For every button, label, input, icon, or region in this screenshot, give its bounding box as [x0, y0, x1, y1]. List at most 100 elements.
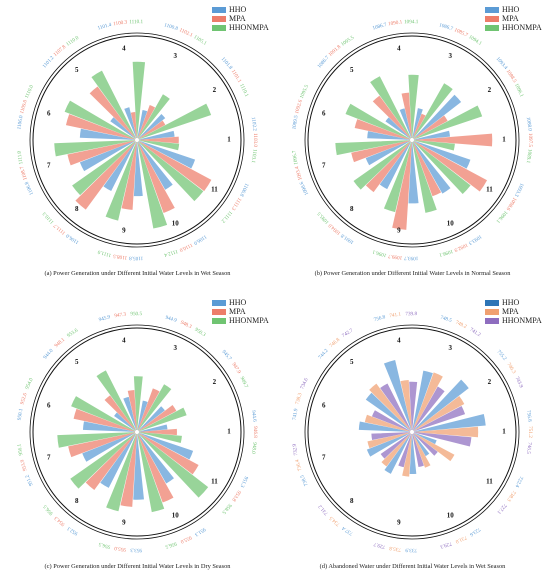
bar-mpa-cat-8: [85, 433, 136, 491]
value-label: 1090.1: [388, 19, 403, 27]
value-label: 955.0: [114, 545, 127, 553]
category-label-1: 1: [227, 136, 231, 144]
bar-hhonmpa-cat-2: [413, 405, 466, 432]
category-label-3: 3: [173, 52, 177, 60]
legend-item-hho: HHO: [485, 298, 542, 307]
outer-ring: [304, 32, 520, 248]
bar-hhonmpa-cat-6: [71, 396, 136, 432]
value-label: 741.9: [292, 408, 300, 421]
bar-hho-cat-8: [379, 141, 412, 190]
category-label-1: 1: [502, 136, 506, 144]
value-label: 1096.1: [513, 83, 525, 99]
bar-hhonmpa-cat-9: [398, 433, 412, 468]
bar-hho-cat-3: [412, 370, 433, 431]
value-label: 956.1: [17, 443, 25, 456]
value-label: 1094.1: [467, 34, 483, 47]
value-label: 945.9: [98, 314, 111, 323]
bar-hhonmpa-cat-11: [138, 141, 204, 202]
bar-mpa-cat-4: [127, 389, 137, 431]
category-label-7: 7: [47, 162, 51, 170]
bar-hhonmpa-cat-5: [96, 370, 137, 431]
bar-hhonmpa-cat-6: [345, 103, 411, 140]
bar-hho-cat-1: [413, 130, 451, 140]
bar-hho-cat-3: [137, 109, 148, 139]
category-label-5: 5: [350, 358, 354, 366]
category-label-6: 6: [322, 402, 326, 410]
value-label: 1093.4: [495, 56, 509, 71]
value-label: 1092.9: [453, 241, 469, 253]
value-label: 1091.8: [327, 44, 342, 58]
value-label: 956.5: [42, 503, 54, 516]
value-label: 723.6: [468, 526, 481, 538]
outer-ring: [304, 324, 520, 540]
bar-mpa-cat-3: [412, 372, 443, 431]
category-label-2: 2: [488, 86, 492, 94]
bar-mpa-cat-1: [413, 133, 493, 147]
bar-hho-cat-11: [413, 432, 437, 445]
category-label-6: 6: [322, 110, 326, 118]
value-label: 1086.7: [438, 22, 454, 32]
category-label-7: 7: [322, 162, 326, 170]
category-label-3: 3: [448, 52, 452, 60]
bar-mpa-cat-10: [137, 433, 174, 503]
value-label: 1085.7: [453, 27, 469, 39]
legend-swatch: [485, 317, 499, 324]
bar-mpa-cat-6: [364, 414, 411, 432]
radial-chart-c: 944.6946.8948.01945.7947.9949.72944.9948…: [17, 311, 258, 553]
panel-a: 1102.2 1103.0 1103.1 1 1101.8 1101.1 1110.1 2 11…: [0, 0, 275, 292]
legend-label: MPA: [229, 14, 246, 23]
category-label-6: 6: [47, 402, 51, 410]
category-label-5: 5: [75, 66, 79, 74]
bar-hho-cat-7: [79, 140, 136, 172]
legend-label: HHONMPA: [502, 316, 542, 325]
value-label: 741.1: [389, 312, 402, 320]
value-label: 953.3: [130, 547, 142, 553]
value-label: 1110.0: [24, 84, 35, 99]
legend-swatch: [485, 15, 499, 22]
value-label: 1110.1: [238, 83, 249, 98]
value-label: 951.3: [238, 475, 249, 488]
bar-hhonmpa-cat-9: [105, 141, 137, 221]
category-label-8: 8: [350, 205, 354, 213]
category-label-3: 3: [173, 344, 177, 352]
bar-hhonmpa-cat-10: [412, 141, 437, 213]
outer-ring: [307, 35, 517, 245]
bar-hho-cat-3: [412, 108, 423, 139]
value-label: 944.6: [250, 410, 258, 423]
value-label: 756.8: [525, 410, 533, 423]
value-label: 953.8: [230, 489, 242, 502]
bar-hhonmpa-cat-7: [57, 432, 136, 448]
bar-hhonmpa-cat-1: [413, 140, 455, 151]
legend-item-hhonmpa: HHONMPA: [212, 23, 269, 32]
category-label-9: 9: [397, 519, 401, 527]
value-label: 1103.1: [250, 149, 258, 164]
value-label: 948.0: [250, 442, 258, 455]
value-label: 954.0: [24, 377, 34, 390]
value-label: 1088.5: [505, 69, 518, 85]
bar-hhonmpa-cat-5: [370, 76, 412, 139]
bar-hhonmpa-cat-5: [380, 383, 412, 431]
value-label: 1110.0: [178, 242, 193, 253]
bar-hhonmpa-cat-5: [91, 70, 137, 139]
value-label: 1106.0: [65, 232, 80, 245]
value-label: 746.3: [505, 362, 517, 375]
bar-hho-cat-6: [79, 128, 136, 140]
legend-item-mpa: MPA: [485, 307, 542, 316]
value-label: 948.1: [53, 337, 66, 349]
legend-swatch: [485, 24, 499, 31]
bar-hhonmpa-cat-9: [383, 141, 412, 213]
category-label-11: 11: [211, 185, 218, 193]
value-label: 1111.0: [16, 150, 24, 165]
value-label: 1088.0: [525, 117, 533, 132]
bar-hhonmpa-cat-11: [138, 433, 209, 498]
legend-c: HHO MPA HHONMPA: [212, 298, 269, 325]
bar-mpa-cat-2: [138, 120, 166, 140]
value-label: 1095.5: [299, 84, 310, 100]
bar-hhonmpa-cat-8: [353, 141, 411, 190]
legend-item-hho: HHO: [212, 298, 269, 307]
bar-hho-cat-10: [412, 141, 451, 194]
category-label-11: 11: [211, 477, 218, 485]
bar-hhonmpa-cat-4: [133, 376, 143, 431]
value-label: 1105.8: [129, 255, 144, 261]
bar-hho-cat-9: [408, 141, 419, 204]
